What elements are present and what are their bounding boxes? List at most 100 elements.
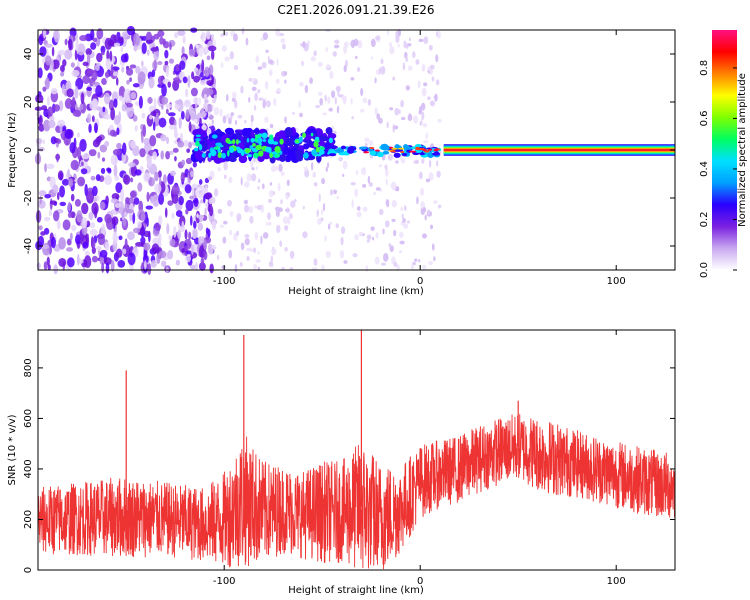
noise-speckle: [185, 108, 190, 120]
faint-speckle: [203, 93, 208, 101]
faint-speckle: [309, 77, 313, 84]
faint-speckle: [249, 159, 254, 167]
signal-core: [271, 151, 278, 155]
noise-speckle: [185, 250, 193, 255]
faint-speckle: [380, 58, 384, 65]
noise-speckle: [125, 208, 134, 214]
faint-speckle: [252, 247, 257, 253]
noise-speckle: [64, 128, 73, 140]
faint-speckle: [265, 49, 269, 53]
faint-speckle: [396, 264, 400, 271]
faint-speckle: [372, 191, 377, 196]
faint-speckle: [246, 256, 250, 262]
noise-speckle: [88, 149, 97, 157]
faint-speckle: [208, 110, 211, 117]
faint-speckle: [435, 79, 440, 86]
signal-core: [236, 138, 239, 145]
faint-speckle: [321, 264, 325, 271]
faint-speckle: [246, 173, 252, 182]
faint-speckle: [255, 166, 259, 170]
faint-speckle: [418, 110, 422, 115]
faint-speckle: [234, 99, 238, 109]
signal-core: [211, 134, 218, 139]
noise-speckle: [185, 254, 192, 263]
faint-speckle: [414, 258, 418, 262]
signal-core: [315, 146, 320, 153]
noise-speckle: [210, 50, 215, 61]
noise-speckle: [178, 116, 182, 129]
faint-speckle: [418, 259, 421, 263]
faint-speckle: [362, 206, 368, 212]
y-tick-label: 40: [23, 48, 34, 61]
faint-speckle: [207, 176, 213, 181]
colorbar-tick-label: 0.4: [699, 161, 710, 177]
noise-speckle: [59, 64, 65, 73]
noise-speckle: [167, 200, 174, 206]
faint-speckle: [240, 176, 243, 186]
faint-speckle: [403, 40, 407, 49]
noise-speckle: [105, 58, 112, 70]
noise-speckle: [94, 64, 100, 71]
faint-speckle: [322, 202, 326, 212]
signal-core: [195, 138, 201, 142]
faint-speckle: [434, 93, 438, 102]
noise-speckle: [200, 71, 204, 78]
noise-speckle: [59, 185, 65, 198]
noise-speckle: [114, 175, 120, 181]
faint-speckle: [228, 176, 233, 184]
noise-speckle: [47, 96, 50, 107]
faint-speckle: [424, 214, 427, 221]
noise-speckle: [185, 208, 189, 215]
noise-speckle: [147, 157, 153, 168]
noise-speckle: [51, 46, 55, 57]
spectrogram-y-ticks: -40 -20 0 20 40: [23, 48, 675, 254]
faint-speckle: [382, 228, 385, 235]
noise-speckle: [150, 259, 157, 268]
faint-speckle: [302, 231, 308, 239]
faint-speckle: [407, 113, 413, 122]
signal-core: [195, 140, 200, 147]
faint-speckle: [416, 196, 419, 205]
noise-speckle: [54, 29, 60, 43]
noise-speckle: [190, 244, 194, 255]
faint-speckle: [343, 44, 348, 54]
faint-speckle: [194, 119, 198, 123]
noise-speckle: [198, 262, 206, 271]
noise-speckle: [193, 75, 200, 83]
noise-speckle: [52, 210, 60, 222]
faint-speckle: [421, 63, 426, 72]
faint-speckle: [270, 255, 274, 264]
noise-speckle: [211, 220, 217, 230]
faint-speckle: [389, 107, 394, 111]
noise-speckle: [157, 83, 165, 88]
faint-speckle: [392, 76, 396, 81]
faint-speckle: [383, 252, 389, 262]
faint-speckle: [365, 265, 369, 272]
noise-speckle: [38, 35, 44, 46]
noise-speckle: [159, 36, 164, 45]
noise-speckle: [100, 167, 106, 174]
noise-speckle: [189, 215, 193, 226]
snr-panel: 0 200 400 600 800 -100 0 100 Height of straigh…: [7, 329, 676, 596]
noise-speckle: [39, 46, 47, 57]
noise-speckle: [109, 129, 116, 137]
signal-core: [247, 153, 253, 158]
noise-speckle: [35, 138, 43, 145]
noise-speckle: [157, 61, 163, 66]
faint-speckle: [326, 162, 330, 169]
noise-speckle: [180, 172, 185, 183]
faint-speckle: [331, 125, 335, 130]
faint-speckle: [356, 211, 362, 218]
noise-speckle: [185, 199, 194, 212]
noise-speckle: [56, 192, 60, 201]
noise-speckle: [36, 151, 41, 164]
faint-speckle: [431, 243, 435, 251]
noise-speckle: [169, 42, 172, 51]
faint-speckle: [196, 97, 202, 106]
noise-speckle: [92, 37, 98, 42]
faint-speckle: [244, 119, 247, 124]
y-tick-label: 0: [23, 147, 34, 153]
signal-tail: [377, 151, 384, 158]
faint-speckle: [366, 239, 370, 243]
noise-speckle: [82, 241, 89, 249]
